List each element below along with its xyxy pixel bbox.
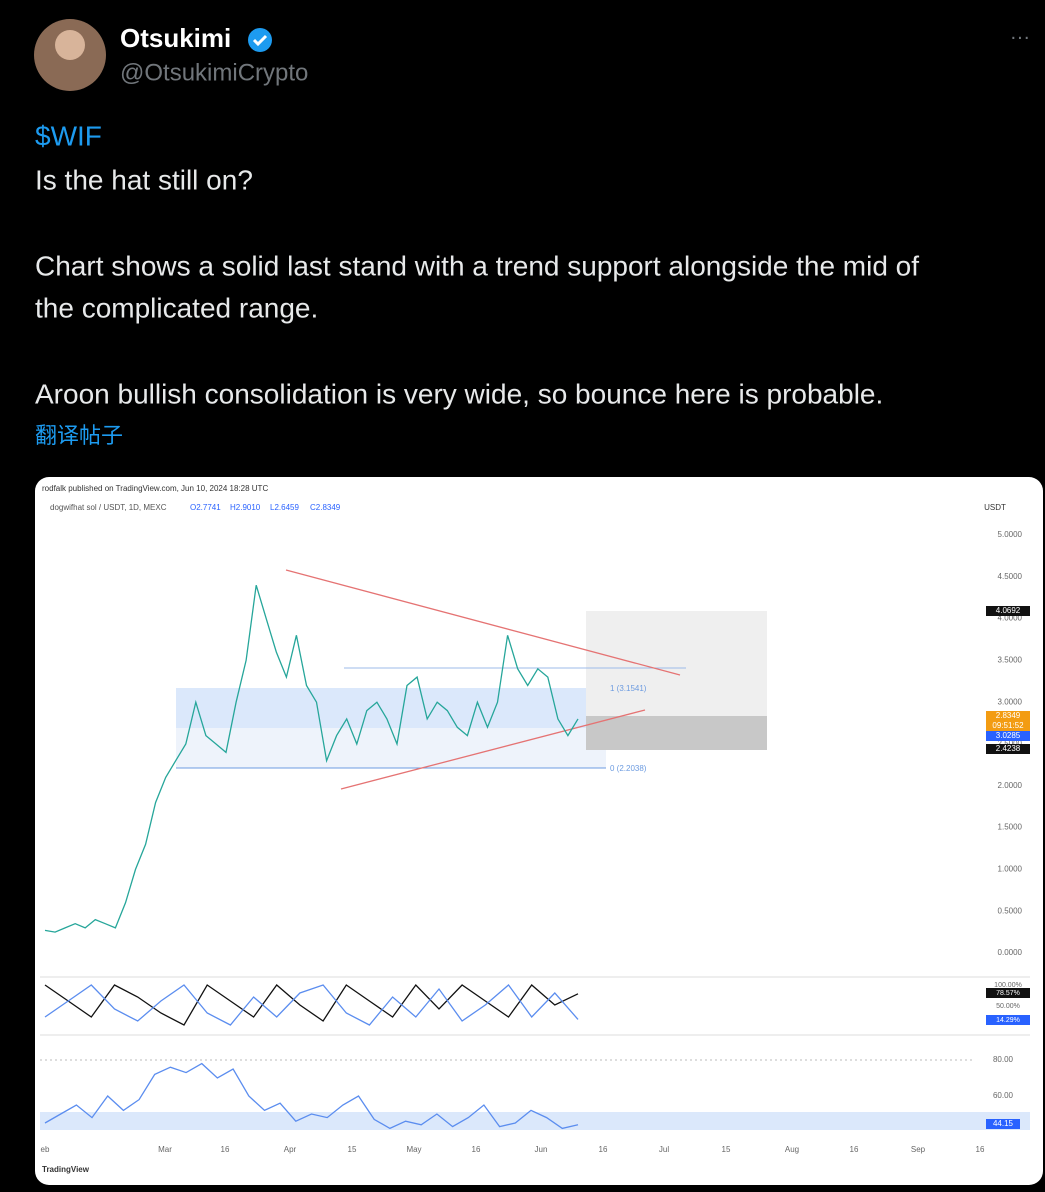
handle[interactable]: @OtsukimiCrypto [120, 59, 308, 86]
fib-label: 0 (2.2038) [610, 764, 647, 773]
x-label: 16 [221, 1145, 230, 1154]
x-label: 15 [722, 1145, 731, 1154]
x-label: 16 [850, 1145, 859, 1154]
x-label: Mar [158, 1145, 172, 1154]
ohlc-value: O2.7741 [190, 503, 221, 512]
aroon-label: 50.00% [996, 1003, 1020, 1010]
stop-box [586, 716, 767, 750]
fib-zone [176, 728, 606, 768]
price-label: 0.5000 [998, 906, 1023, 915]
more-button[interactable]: ··· [1010, 26, 1030, 48]
x-label: eb [41, 1145, 50, 1154]
x-label: May [406, 1145, 421, 1154]
x-label: Aug [785, 1145, 799, 1154]
fib-zone [176, 688, 606, 728]
ohlc-value: L2.6459 [270, 503, 299, 512]
translate-link[interactable]: 翻译帖子 [35, 423, 123, 448]
price-tag-label: 2.4238 [996, 744, 1021, 753]
price-label: 5.0000 [998, 530, 1023, 539]
tweet-text: Is the hat still on? [35, 164, 253, 195]
x-label: 16 [599, 1145, 608, 1154]
x-label: Sep [911, 1145, 926, 1154]
price-label: 0.0000 [998, 948, 1023, 957]
chart-image[interactable]: rodfalk published on TradingView.com, Ju… [35, 477, 1043, 1185]
price-label: 2.0000 [998, 781, 1023, 790]
rsi-label: 60.00 [993, 1091, 1014, 1100]
x-label: 16 [472, 1145, 481, 1154]
display-name[interactable]: Otsukimi [120, 23, 231, 53]
cashtag[interactable]: $WIF [35, 120, 102, 151]
rsi-label: 44.15 [993, 1119, 1014, 1128]
price-tag-label: 4.0692 [996, 606, 1021, 615]
rsi-label: 80.00 [993, 1055, 1014, 1064]
chart-symbol: dogwifhat sol / USDT, 1D, MEXC [50, 503, 167, 512]
price-tag-label: 2.8349 [996, 711, 1021, 720]
currency: USDT [984, 503, 1006, 512]
price-tag-label: 3.0285 [996, 731, 1021, 740]
price-label: 3.5000 [998, 656, 1023, 665]
ohlc-value: H2.9010 [230, 503, 261, 512]
tweet-text: Chart shows a solid last stand with a tr… [35, 250, 919, 281]
brand: TradingView [42, 1165, 90, 1174]
price-label: 4.5000 [998, 572, 1023, 581]
ohlc-value: C2.8349 [310, 503, 341, 512]
aroon-label: 78.57% [996, 990, 1020, 997]
chart-frame [35, 477, 1043, 1185]
avatar-face [55, 30, 85, 60]
aroon-label: 14.29% [996, 1017, 1020, 1024]
tweet-text: the complicated range. [35, 292, 318, 323]
x-label: Apr [284, 1145, 297, 1154]
x-label: Jul [659, 1145, 669, 1154]
aroon-label: 100.00% [994, 982, 1022, 989]
price-label: 3.0000 [998, 697, 1023, 706]
price-label: 1.0000 [998, 865, 1023, 874]
chart-header: rodfalk published on TradingView.com, Ju… [42, 484, 268, 493]
x-label: 16 [976, 1145, 985, 1154]
page: Otsukimi @OtsukimiCrypto ··· $WIF Is the… [0, 0, 1045, 1192]
tweet: Otsukimi @OtsukimiCrypto ··· $WIF Is the… [0, 0, 1045, 1187]
x-label: Jun [535, 1145, 548, 1154]
price-tag-label: 09:51:52 [992, 721, 1024, 730]
rsi-band [40, 1112, 1030, 1130]
x-label: 15 [348, 1145, 357, 1154]
fib-label: 1 (3.1541) [610, 684, 647, 693]
tweet-text: Aroon bullish consolidation is very wide… [35, 378, 883, 409]
price-label: 1.5000 [998, 823, 1023, 832]
target-box [586, 611, 767, 716]
